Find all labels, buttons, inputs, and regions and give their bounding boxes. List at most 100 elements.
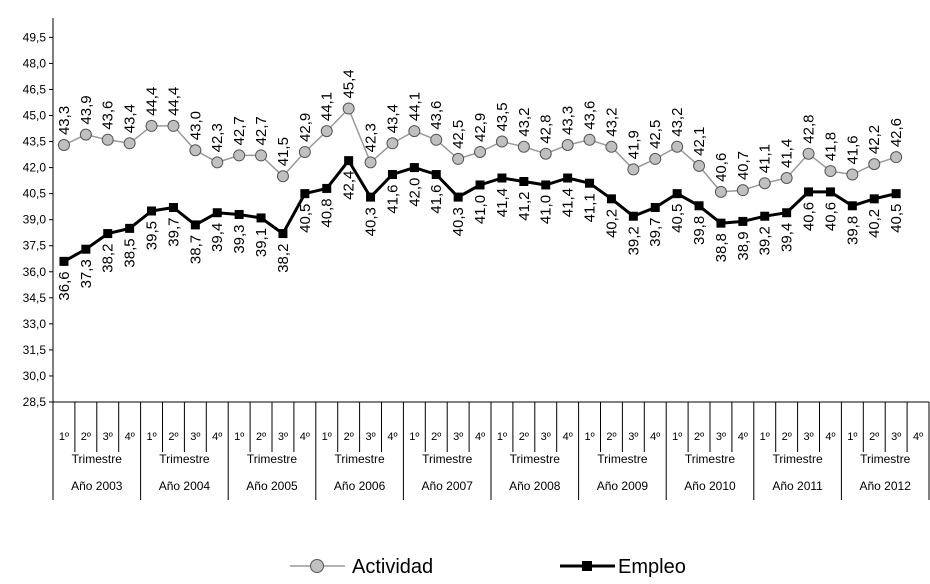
data-point-actividad [298,145,311,158]
data-label-actividad: 42,9 [472,113,489,142]
data-label-empleo: 40,3 [363,207,380,236]
data-point-actividad [802,147,815,160]
data-label-actividad: 41,8 [822,132,839,161]
data-label-empleo: 38,7 [187,235,204,264]
legend-marker-actividad [310,559,324,573]
data-label-empleo: 39,3 [231,224,248,253]
data-point-actividad [145,119,158,132]
x-tick-label-year: Año 2005 [246,479,298,493]
data-point-empleo [541,180,551,190]
data-label-actividad: 42,8 [538,114,555,143]
data-label-actividad: 42,7 [253,116,270,145]
data-label-actividad: 42,9 [297,113,314,142]
x-tick-label-quarter: 3º [803,431,813,443]
data-label-empleo: 41,0 [472,195,489,224]
data-label-empleo: 40,2 [603,209,620,238]
data-label-empleo: 40,5 [297,204,314,233]
data-point-actividad [758,177,771,190]
x-tick-label-quarter: 2º [782,431,792,443]
x-tick-label-trimestre: Trimestre [597,452,648,466]
x-tick-label-trimestre: Trimestre [685,452,736,466]
y-tick-label: 33,0 [23,317,47,331]
data-label-empleo: 39,2 [625,226,642,255]
data-point-empleo [344,156,354,166]
data-point-actividad [561,139,574,152]
data-label-actividad: 40,7 [735,151,752,180]
x-tick-label-quarter: 1º [322,431,332,443]
x-tick-label-quarter: 4º [650,431,660,443]
data-point-actividad [320,125,333,138]
data-point-empleo [234,209,244,219]
y-tick-label: 36,0 [23,265,47,279]
data-label-empleo: 40,8 [319,198,336,227]
x-tick-label-year: Año 2008 [509,479,561,493]
x-tick-label-quarter: 4º [913,431,923,443]
x-tick-label-quarter: 4º [300,431,310,443]
data-point-empleo [694,201,704,211]
y-tick-label: 31,5 [23,343,47,357]
data-label-empleo: 40,6 [822,202,839,231]
series-markers [57,102,903,266]
y-tick-label: 49,5 [23,30,47,44]
data-label-empleo: 40,6 [801,202,818,231]
data-label-actividad: 45,4 [341,69,358,98]
data-label-actividad: 43,6 [582,101,599,130]
x-tick-label-quarter: 3º [365,431,375,443]
x-tick-label-quarter: 2º [431,431,441,443]
x-tick-label-trimestre: Trimestre [159,452,210,466]
data-label-empleo: 39,8 [844,216,861,245]
data-point-actividad [780,172,793,185]
data-label-actividad: 42,3 [363,123,380,152]
y-tick-label: 46,5 [23,82,47,96]
x-tick-label-quarter: 4º [738,431,748,443]
data-point-actividad [123,137,136,150]
x-tick-label-quarter: 3º [628,431,638,443]
data-point-actividad [714,185,727,198]
data-label-empleo: 41,6 [384,185,401,214]
data-point-empleo [650,203,660,213]
data-point-actividad [386,137,399,150]
legend-label-empleo: Empleo [618,556,686,578]
data-label-actividad: 43,6 [428,101,445,130]
data-label-empleo: 40,3 [450,207,467,236]
data-label-empleo: 39,7 [647,218,664,247]
data-label-actividad: 43,2 [516,108,533,137]
data-point-empleo [563,173,573,183]
data-label-actividad: 43,9 [78,95,95,124]
data-point-empleo [606,194,616,204]
data-point-actividad [364,156,377,169]
x-tick-label-quarter: 4º [825,431,835,443]
data-label-empleo: 41,6 [428,185,445,214]
data-point-actividad [342,102,355,115]
data-point-empleo [168,203,178,213]
data-point-empleo [256,213,266,223]
data-point-actividad [211,156,224,169]
data-point-empleo [431,170,441,180]
data-point-empleo [672,189,682,199]
legend-marker-empleo [582,561,592,571]
data-point-actividad [517,140,530,153]
data-point-actividad [583,133,596,146]
x-tick-label-quarter: 1º [760,431,770,443]
data-point-empleo [387,170,397,180]
data-point-actividad [649,152,662,165]
x-tick-label-quarter: 1º [672,431,682,443]
x-tick-label-trimestre: Trimestre [860,452,911,466]
x-tick-label-quarter: 1º [59,431,69,443]
x-tick-label-year: Año 2004 [159,479,211,493]
data-point-actividad [693,159,706,172]
data-point-actividad [255,149,268,162]
x-tick-label-quarter: 1º [584,431,594,443]
data-point-empleo [366,192,376,202]
x-tick-label-year: Año 2011 [772,479,823,493]
data-label-empleo: 40,2 [866,209,883,238]
data-label-actividad: 43,5 [494,102,511,131]
x-tick-label-quarter: 4º [387,431,397,443]
data-point-empleo [212,208,222,218]
data-labels: 43,3 43,9 43,6 43,4 44,4 44,4 43,0 42,3 42,7 42,7… [56,69,905,300]
data-point-empleo [847,201,857,211]
data-point-actividad [539,147,552,160]
x-tick-label-quarter: 4º [212,431,222,443]
data-label-empleo: 39,5 [144,221,161,250]
data-label-empleo: 39,1 [253,228,270,257]
